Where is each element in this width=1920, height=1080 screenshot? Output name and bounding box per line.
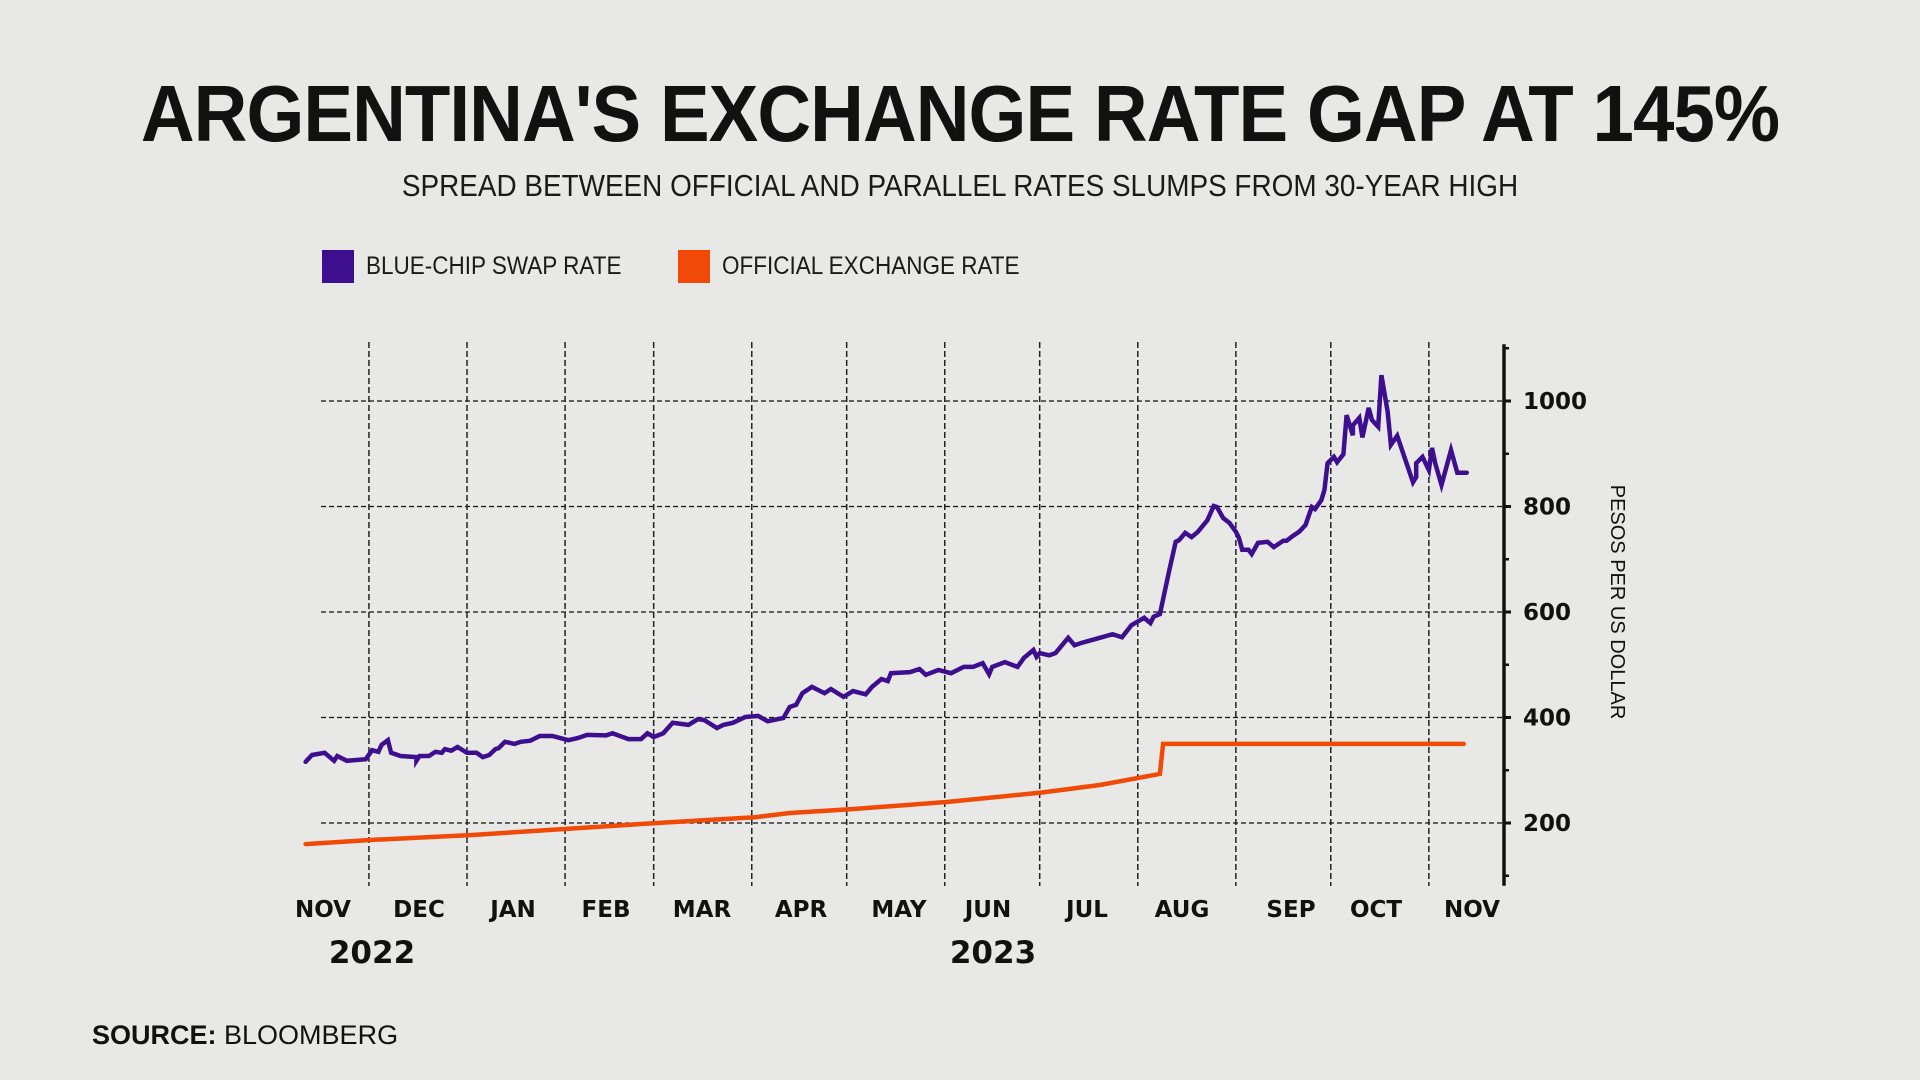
- legend-label-official: OFFICIAL EXCHANGE RATE: [722, 252, 1020, 280]
- source-value: BLOOMBERG: [224, 1020, 399, 1050]
- x-tick-label-mar-4: MAR: [673, 897, 732, 923]
- y-tick-label-600: 600: [1523, 600, 1571, 626]
- legend-swatch-blue-chip: [322, 250, 354, 283]
- x-tick-label-oct-11: OCT: [1350, 897, 1402, 923]
- y-tick-label-200: 200: [1523, 811, 1571, 837]
- x-tick-label-aug-9: AUG: [1155, 897, 1210, 923]
- x-tick-label-jun-7: JUN: [963, 897, 1011, 923]
- series-layer: [303, 374, 1470, 847]
- legend-swatch-official: [678, 250, 710, 283]
- x-tick-label-feb-3: FEB: [582, 897, 631, 923]
- year-label-2022: 2022: [329, 935, 415, 971]
- legend-label-blue-chip: BLUE-CHIP SWAP RATE: [366, 252, 622, 280]
- series-line-official-exchange-rate: [303, 741, 1466, 847]
- legend-item-blue-chip: BLUE-CHIP SWAP RATE: [322, 250, 650, 283]
- y-tick-label-1000: 1000: [1523, 389, 1587, 415]
- x-tick-label-nov-0: NOV: [295, 897, 351, 923]
- y-axis: 200 400 600 800 1000: [1502, 344, 1587, 886]
- chart-subtitle: SPREAD BETWEEN OFFICIAL AND PARALLEL RAT…: [401, 168, 1519, 203]
- x-tick-label-may-6: MAY: [871, 897, 926, 923]
- legend-item-official: OFFICIAL EXCHANGE RATE: [678, 250, 1053, 283]
- chart-title: ARGENTINA'S EXCHANGE RATE GAP AT 145%: [140, 69, 1780, 158]
- source-note: SOURCE: BLOOMBERG: [92, 1020, 398, 1051]
- x-tick-label-nov-12: NOV: [1444, 897, 1500, 923]
- y-tick-label-400: 400: [1523, 706, 1571, 732]
- series-line-blue-chip-swap-rate: [303, 374, 1470, 769]
- year-label-2023: 2023: [950, 935, 1036, 971]
- x-tick-label-sep-10: SEP: [1266, 897, 1315, 923]
- x-axis-labels: NOV DEC JAN FEB MAR APR MAY JUN JUL AUG SEP OCT NOV 2…: [295, 897, 1500, 971]
- x-tick-label-apr-5: APR: [775, 897, 828, 923]
- x-tick-label-jul-8: JUL: [1064, 897, 1108, 923]
- grid: [321, 342, 1504, 886]
- source-label: SOURCE:: [92, 1020, 217, 1050]
- x-tick-label-jan-2: JAN: [488, 897, 536, 923]
- y-axis-title: PESOS PER US DOLLAR: [1606, 485, 1628, 720]
- y-tick-label-800: 800: [1523, 495, 1571, 521]
- x-tick-label-dec-1: DEC: [393, 897, 445, 923]
